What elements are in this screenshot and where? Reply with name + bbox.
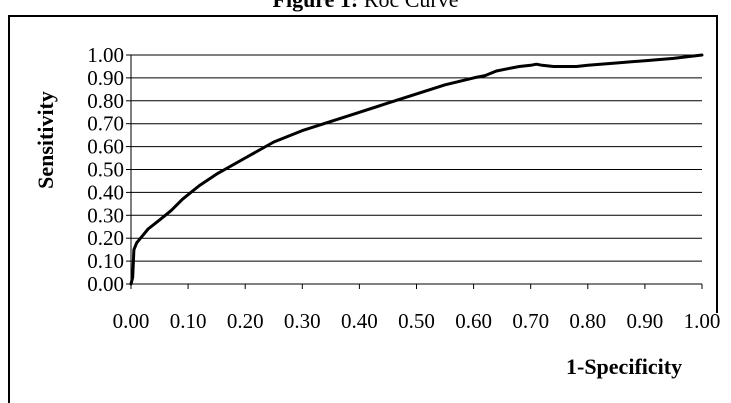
x-tick-label: 0.80 [569,309,606,333]
y-tick-label: 0.60 [87,135,124,159]
y-tick-label: 0.40 [87,180,124,204]
chart-title-text: Roc Curve [364,0,459,12]
chart-border-left [8,15,10,403]
chart-border-top [8,15,718,17]
x-tick-label: 0.60 [455,309,492,333]
y-tick-label: 1.00 [87,43,124,67]
y-tick-label: 0.20 [87,226,124,250]
y-tick-label: 0.70 [87,112,124,136]
y-tick-label: 0.00 [87,272,124,296]
chart-title: Figure 1: Roc Curve [0,0,731,12]
x-tick-label: 0.90 [627,309,664,333]
x-tick-label: 0.00 [113,309,150,333]
y-tick-label: 0.30 [87,203,124,227]
x-tick-label: 0.10 [170,309,207,333]
y-tick-label: 0.80 [87,89,124,113]
roc-curve-line [129,53,704,286]
x-tick-label: 0.50 [398,309,435,333]
x-tick-label: 0.20 [227,309,264,333]
x-tick-label: 0.40 [341,309,378,333]
x-tick-label: 0.30 [284,309,321,333]
x-axis-label: 1-Specificity [566,354,683,379]
y-tick-label: 0.10 [87,249,124,273]
x-tick-label: 0.70 [512,309,549,333]
x-tick-label: 1.00 [684,309,721,333]
y-tick-label: 0.50 [87,158,124,182]
chart-title-prefix: Figure 1: [273,0,359,12]
y-tick-label: 0.90 [87,66,124,90]
chart-border-right [716,15,718,313]
